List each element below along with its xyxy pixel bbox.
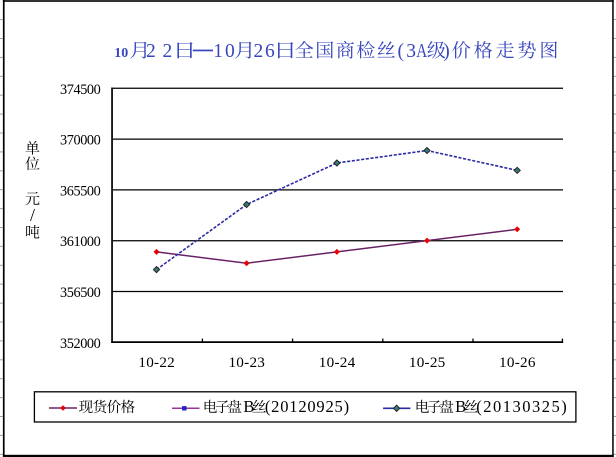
- svg-text:361000: 361000: [60, 234, 101, 250]
- svg-text:352000: 352000: [60, 336, 101, 352]
- svg-text:374500: 374500: [60, 82, 101, 98]
- svg-text:10-26: 10-26: [499, 354, 536, 371]
- svg-text:B: B: [243, 397, 254, 416]
- svg-text:370000: 370000: [60, 133, 101, 149]
- svg-text:单: 单: [25, 137, 40, 158]
- svg-text:): ): [443, 41, 450, 62]
- svg-text:(: (: [398, 41, 405, 62]
- svg-text:月: 月: [234, 36, 255, 63]
- svg-text:356500: 356500: [60, 285, 101, 301]
- svg-text:全国商检丝: 全国商检丝: [295, 36, 398, 63]
- svg-text:日: 日: [173, 36, 197, 63]
- svg-text:10-22: 10-22: [138, 354, 175, 371]
- svg-text:级: 级: [427, 36, 446, 63]
- svg-text:吨: 吨: [25, 221, 40, 242]
- svg-text:月: 月: [129, 36, 150, 63]
- svg-text:22: 22: [146, 41, 179, 62]
- svg-text:价格走势图: 价格走势图: [452, 36, 562, 63]
- svg-text:位: 位: [25, 153, 40, 174]
- svg-text:A: A: [416, 39, 427, 61]
- svg-text:10-23: 10-23: [228, 354, 265, 371]
- svg-text:/: /: [30, 205, 35, 225]
- svg-text:电子盘: 电子盘: [415, 396, 455, 417]
- svg-text:日: 日: [273, 36, 297, 63]
- svg-text:10: 10: [213, 41, 237, 62]
- svg-text:电子盘: 电子盘: [203, 396, 243, 417]
- svg-text:(20120925): (20120925): [265, 397, 350, 416]
- svg-text:丝: 丝: [464, 396, 479, 417]
- svg-text:365500: 365500: [60, 183, 101, 199]
- svg-text:现货价格: 现货价格: [79, 396, 136, 417]
- svg-text:元: 元: [25, 188, 40, 209]
- svg-text:10-25: 10-25: [409, 354, 446, 371]
- svg-text:丝: 丝: [252, 396, 267, 417]
- svg-text:3: 3: [406, 41, 416, 62]
- svg-text:(20130325): (20130325): [476, 397, 568, 416]
- svg-text:10: 10: [114, 46, 128, 61]
- svg-text:B: B: [455, 397, 466, 416]
- svg-text:10-24: 10-24: [319, 354, 356, 371]
- svg-text:26: 26: [254, 41, 277, 62]
